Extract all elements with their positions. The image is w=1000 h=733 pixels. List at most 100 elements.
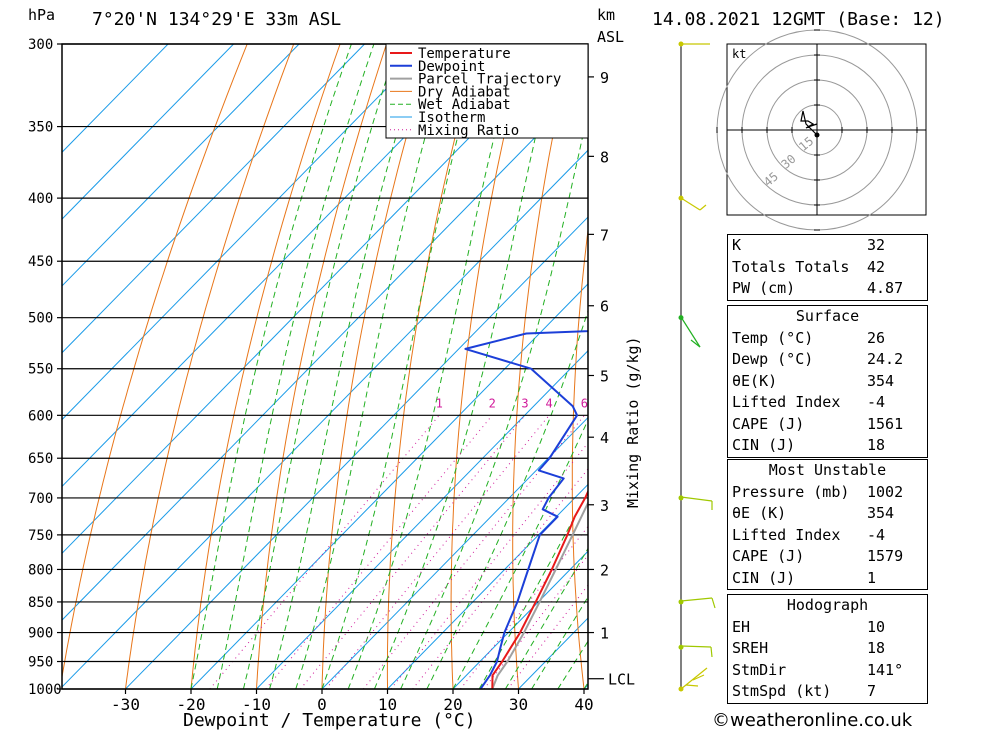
dry-adiabat-line xyxy=(450,44,527,689)
hodograph-trace xyxy=(800,110,818,136)
isotherm-line xyxy=(62,149,588,688)
wind-barb xyxy=(680,645,712,648)
dry-adiabat-line xyxy=(190,44,341,689)
stat-row: θE(K) 354 xyxy=(728,371,927,393)
pressure-tick-label: 550 xyxy=(28,362,53,378)
stat-value: 7 xyxy=(867,682,877,700)
mixing-ratio-label: 8 xyxy=(607,396,614,410)
stat-value: 141° xyxy=(867,660,904,679)
km-tick-label: 5 xyxy=(600,367,609,385)
stat-row: K 32 xyxy=(728,235,927,257)
stat-row: Pressure (mb) 1002 xyxy=(728,482,927,504)
isotherm-line xyxy=(387,483,588,689)
mixing-ratio-line xyxy=(325,414,550,689)
isotherm-line xyxy=(62,44,169,153)
isotherm-line xyxy=(256,350,588,689)
mixing-ratio-label: 25 xyxy=(713,396,727,410)
legend-entry: Wet Adiabat xyxy=(418,97,511,113)
pressure-tick-label: 850 xyxy=(28,595,53,611)
surface-panel: Surface Temp (°C) 26 Dewp (°C) 24.2 θE(K) 3… xyxy=(727,305,928,458)
isotherm-line xyxy=(62,44,234,220)
hodograph-title: Hodograph xyxy=(786,596,869,614)
km-tick-label: 9 xyxy=(600,69,609,87)
stat-row: Lifted Index -4 xyxy=(728,525,927,547)
km-tick-label: 2 xyxy=(600,561,609,579)
wind-barb xyxy=(680,316,701,348)
stat-value: 42 xyxy=(867,257,886,276)
mixing-ratio-label: 20 xyxy=(691,396,705,410)
stat-row: SREH 18 xyxy=(728,638,927,660)
pressure-tick-label: 500 xyxy=(28,311,53,327)
wind-barb xyxy=(711,597,716,609)
dewpoint-line xyxy=(464,330,588,689)
wind-level-dot xyxy=(678,495,684,501)
stat-value: 4.87 xyxy=(867,279,904,297)
pressure-tick-label: 800 xyxy=(28,562,53,578)
wind-level-dot xyxy=(678,41,684,47)
temperature-tick-label: 40 xyxy=(574,695,593,714)
pressure-tick-label: 450 xyxy=(28,254,53,270)
isotherm-line xyxy=(452,550,588,689)
stat-row: θE (K) 354 xyxy=(728,503,927,525)
stat-value: -4 xyxy=(867,525,886,544)
pressure-tick-label: 400 xyxy=(28,191,53,207)
stat-value: 354 xyxy=(867,504,895,522)
temperature-line xyxy=(491,489,588,689)
stat-value: 354 xyxy=(867,371,895,390)
wind-barb xyxy=(680,197,701,211)
mixing-ratio-label: 1 xyxy=(436,396,443,410)
stat-row: Temp (°C) 26 xyxy=(728,328,927,350)
legend-entry: Parcel Trajectory xyxy=(418,72,561,88)
wind-barb xyxy=(690,339,701,348)
pressure-tick-label: 300 xyxy=(28,37,53,53)
stat-row: CAPE (J) 1579 xyxy=(728,546,927,568)
stability-panel: K 32 Totals Totals 42 PW (cm) 4.87 xyxy=(727,234,928,301)
mixing-ratio-line xyxy=(300,414,526,689)
km-tick-label: 4 xyxy=(600,429,609,447)
stat-label: K xyxy=(732,236,742,254)
stat-label: θE(K) xyxy=(732,371,778,390)
stat-label: CAPE (J) xyxy=(732,414,805,433)
km-tick-label: 6 xyxy=(600,298,609,316)
legend-entry: Dry Adiabat xyxy=(418,84,511,100)
dry-adiabat-line xyxy=(686,44,715,689)
stat-label: Lifted Index xyxy=(732,525,841,544)
stat-row: CAPE (J) 1561 xyxy=(728,414,927,436)
stat-label: StmSpd (kt) xyxy=(732,682,832,700)
mixing-ratio-line xyxy=(507,584,588,689)
stat-value: 1561 xyxy=(867,414,904,433)
wind-level-dot xyxy=(678,599,684,605)
km-tick-label: 8 xyxy=(600,148,609,166)
stat-row: PW (cm) 4.87 xyxy=(728,278,927,300)
stat-value: 32 xyxy=(867,236,886,254)
temperature-tick-label: -10 xyxy=(242,695,271,714)
legend-entry: Mixing Ratio xyxy=(418,123,519,139)
wind-barb xyxy=(680,667,708,690)
location-title: 7°20'N 134°29'E 33m ASL xyxy=(92,9,342,30)
stat-label: CAPE (J) xyxy=(732,547,805,565)
pressure-tick-label: 650 xyxy=(28,451,53,467)
stat-row: Lifted Index -4 xyxy=(728,392,927,414)
wet-adiabat-line xyxy=(452,418,588,689)
isotherm-line xyxy=(62,44,365,354)
dry-adiabat-line xyxy=(256,44,387,689)
wet-adiabat-line xyxy=(242,44,399,689)
temperature-tick-label: -20 xyxy=(177,695,206,714)
stat-row: Totals Totals 42 xyxy=(728,257,927,279)
pressure-tick-label: 350 xyxy=(28,120,53,136)
stat-row: Dewp (°C) 24.2 xyxy=(728,349,927,371)
copyright-link[interactable]: ©weatheronline.co.uk xyxy=(712,710,913,731)
isotherm-line xyxy=(62,44,300,287)
wind-barb xyxy=(699,204,707,211)
mixing-ratio-axis-label: Mixing Ratio (g/kg) xyxy=(624,336,642,508)
temperature-tick-label: 10 xyxy=(378,695,397,714)
legend-entry: Dewpoint xyxy=(418,59,485,75)
pressure-tick-label: 700 xyxy=(28,491,53,507)
wind-level-dot xyxy=(678,686,684,692)
pressure-tick-label: 1000 xyxy=(28,682,62,698)
stat-value: 26 xyxy=(867,328,886,347)
stat-label: EH xyxy=(732,617,751,636)
wind-level-dot xyxy=(678,644,684,650)
pressure-tick-label: 900 xyxy=(28,626,53,642)
